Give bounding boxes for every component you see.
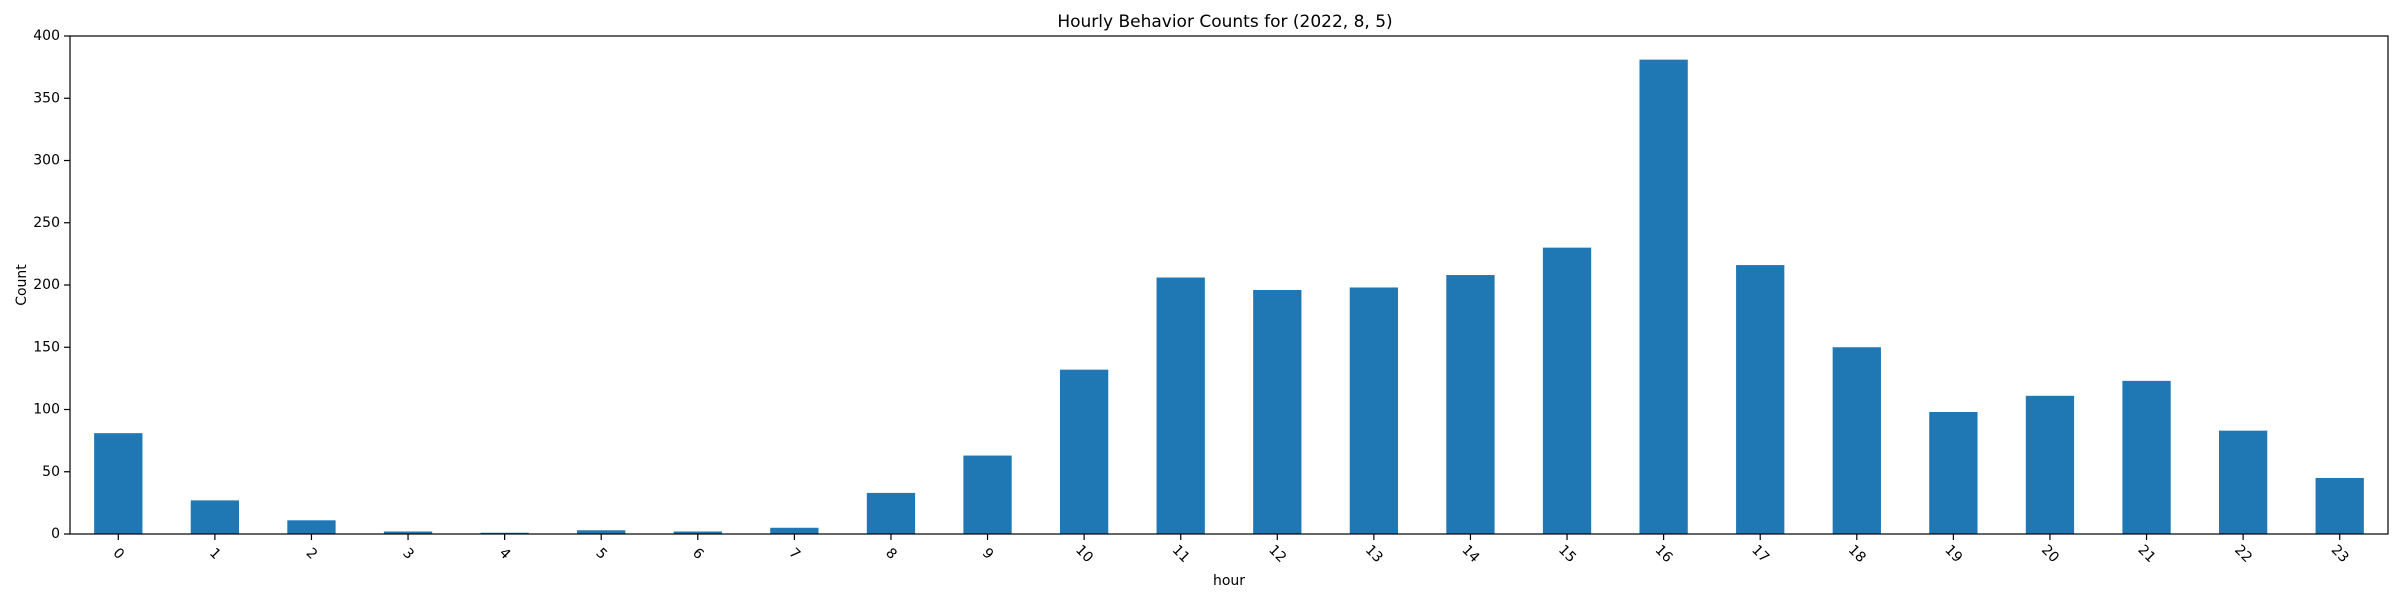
bar-hour-6 (673, 531, 722, 534)
y-tick-label: 150 (33, 339, 60, 355)
y-axis-label: Count (14, 264, 30, 306)
y-tick-label: 100 (33, 402, 60, 418)
bar-hour-13 (1349, 287, 1399, 534)
bar-hour-17 (1736, 265, 1785, 534)
bar-hour-16 (1639, 59, 1688, 534)
y-tick-label: 200 (33, 277, 60, 293)
bar-hour-9 (963, 455, 1012, 534)
bar-hour-3 (383, 531, 433, 534)
bar-hour-15 (1542, 247, 1592, 534)
plot-frame (69, 35, 2389, 535)
bar-hour-11 (1156, 277, 1205, 534)
y-axis: 0 50 100 150 200 250 300 350 400 (33, 28, 70, 542)
bar-hour-23 (2315, 477, 2364, 534)
bar-hour-2 (287, 520, 336, 534)
y-tick-label: 50 (42, 464, 60, 480)
y-tick-label: 0 (51, 526, 60, 542)
bar-hour-22 (2218, 430, 2268, 534)
bar-hour-0 (94, 433, 143, 534)
bar-hour-18 (1832, 347, 1881, 534)
y-tick-label: 300 (33, 153, 60, 169)
bar-hour-21 (2122, 380, 2171, 534)
bar-hour-7 (770, 527, 819, 534)
bar-hour-19 (1929, 411, 1978, 534)
bar-hour-12 (1253, 289, 1302, 534)
x-axis-label: hour (1213, 573, 1245, 589)
chart-title: Hourly Behavior Counts for (2022, 8, 5) (1057, 12, 1392, 32)
bars-group (94, 59, 2364, 534)
bar-hour-5 (577, 530, 626, 534)
bar-hour-20 (2025, 395, 2075, 534)
bar-hour-14 (1446, 275, 1495, 534)
bar-hour-8 (866, 492, 916, 534)
bar-hour-4 (480, 532, 529, 534)
y-tick-label: 400 (33, 28, 60, 44)
bar-hour-1 (190, 500, 240, 534)
bar-hour-10 (1059, 369, 1109, 534)
y-tick-label: 350 (33, 90, 60, 106)
y-tick-label: 250 (33, 215, 60, 231)
